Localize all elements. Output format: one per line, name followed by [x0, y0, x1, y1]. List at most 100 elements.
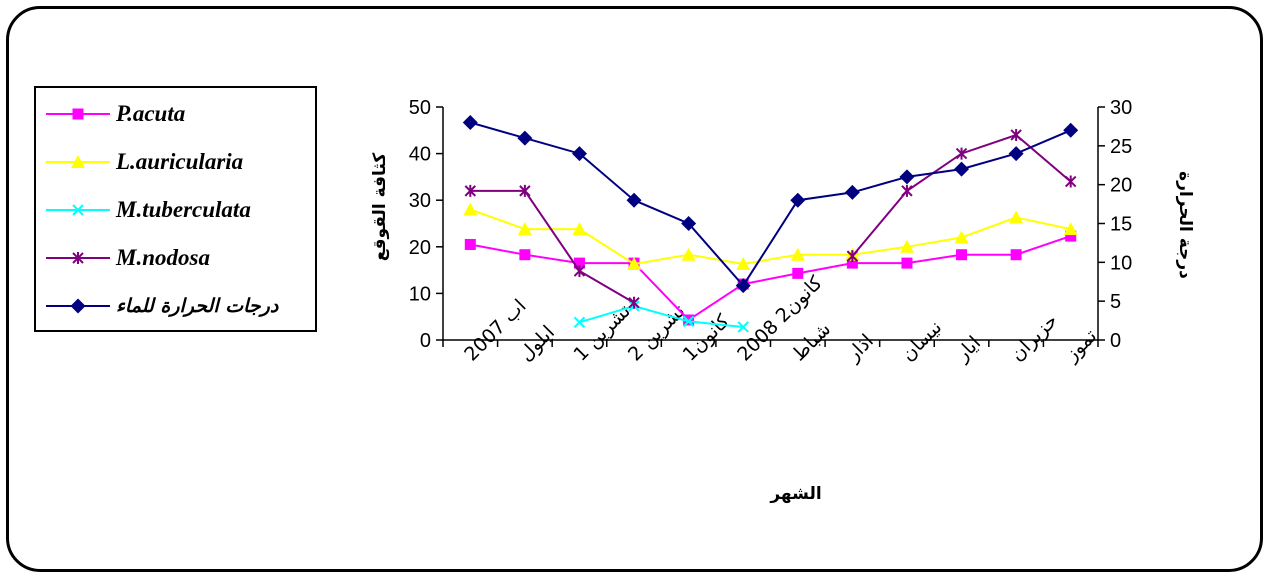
series-2: [573, 300, 749, 333]
legend-swatch: [46, 252, 110, 264]
data-point: [790, 247, 805, 261]
y2-axis-title: درجة الحرارة: [1175, 171, 1195, 279]
data-point: [71, 155, 85, 168]
data-point: [626, 192, 642, 208]
data-point: [464, 184, 476, 197]
data-point: [517, 222, 532, 236]
chart-labels-layer: الشهر كثافة القوقع درجة الحرارة: [370, 153, 1195, 504]
y-tick-label: 0: [420, 330, 431, 352]
data-point: [1065, 230, 1077, 242]
data-point: [955, 147, 968, 160]
data-point: [571, 146, 587, 162]
data-point: [681, 247, 696, 261]
y2-tick-label: 15: [1110, 214, 1132, 236]
x-tick-label: شباط: [788, 318, 835, 365]
legend-swatch: [46, 298, 110, 314]
series-4: [462, 115, 1079, 294]
y2-tick-label: 30: [1110, 97, 1132, 119]
legend-label: M.nodosa: [116, 245, 210, 270]
x-tick-label: نيسان: [897, 316, 946, 365]
legend-item: L.auricularia: [36, 138, 315, 186]
data-point: [519, 249, 531, 261]
data-point: [72, 204, 84, 216]
y-tick-label: 40: [409, 144, 431, 166]
legend-label: درجات الحرارة للماء: [116, 295, 279, 317]
data-point: [1008, 146, 1024, 162]
data-point: [735, 278, 751, 294]
data-point: [901, 184, 913, 197]
chart-series-layer: [462, 115, 1079, 333]
legend-item: درجات الحرارة للماء: [36, 282, 315, 330]
data-point: [519, 184, 531, 197]
series-line: [470, 121, 1072, 288]
data-point: [899, 169, 915, 185]
data-point: [1009, 210, 1024, 224]
y-tick-label: 50: [409, 97, 431, 119]
x-tick-label: ايلول: [515, 321, 559, 365]
data-point: [790, 192, 806, 208]
data-point: [792, 267, 804, 279]
series-0: [464, 230, 1077, 326]
data-point: [462, 115, 478, 131]
data-point: [72, 108, 84, 120]
legend-swatch: [46, 108, 110, 120]
series-line: [470, 235, 1072, 322]
data-point: [844, 184, 860, 200]
data-point: [628, 296, 640, 309]
data-point: [736, 257, 751, 271]
data-point: [627, 257, 642, 271]
x-tick-label: تشرين 1: [569, 300, 634, 365]
series-line: [469, 208, 1071, 266]
data-point: [681, 216, 697, 231]
y2-tick-label: 0: [1110, 330, 1121, 352]
data-point: [70, 298, 86, 314]
data-point: [1063, 122, 1079, 138]
data-point: [1010, 128, 1022, 141]
legend-item: M.tuberculata: [36, 186, 315, 234]
x-tick-label: اذار: [842, 330, 878, 366]
x-tick-label: حزيران: [1006, 310, 1062, 366]
data-point: [954, 230, 969, 244]
y2-tick-label: 20: [1110, 175, 1132, 197]
legend-swatch: [46, 204, 110, 216]
data-point: [517, 130, 533, 146]
legend: P.acuta L.auricularia M.tuberculata M.nodos…: [34, 86, 317, 332]
data-point: [1010, 249, 1022, 261]
data-point: [464, 238, 476, 250]
data-point: [954, 161, 970, 177]
x-tick-label: ايار: [951, 332, 985, 366]
data-point: [573, 265, 586, 278]
y-tick-label: 20: [409, 237, 431, 259]
x-tick-label: تموز: [1060, 325, 1101, 366]
legend-item: P.acuta: [36, 90, 315, 138]
y2-tick-label: 10: [1110, 252, 1132, 274]
legend-swatch: [46, 155, 110, 168]
legend-label: L.auricularia: [116, 149, 244, 174]
data-point: [846, 257, 858, 269]
data-point: [572, 222, 587, 236]
chart-frame: [6, 6, 1263, 572]
x-axis-title: الشهر: [769, 484, 821, 504]
data-point: [1065, 175, 1077, 188]
legend-label: M.tuberculata: [116, 197, 251, 222]
series-1: [463, 202, 1078, 271]
data-point: [573, 316, 586, 328]
data-point: [846, 250, 859, 263]
data-point: [899, 239, 914, 253]
legend-label: P.acuta: [116, 101, 186, 126]
y2-tick-label: 5: [1110, 291, 1121, 313]
data-point: [737, 321, 749, 333]
y-tick-label: 30: [409, 190, 431, 212]
series-line: [470, 133, 1072, 304]
data-point: [682, 315, 695, 328]
series-3: [464, 128, 1077, 309]
data-point: [72, 252, 84, 264]
y2-tick-label: 25: [1110, 136, 1132, 158]
series-line: [579, 304, 744, 328]
data-point: [463, 202, 478, 216]
data-point: [573, 257, 585, 269]
data-point: [1063, 222, 1078, 236]
y-tick-label: 10: [409, 283, 431, 305]
